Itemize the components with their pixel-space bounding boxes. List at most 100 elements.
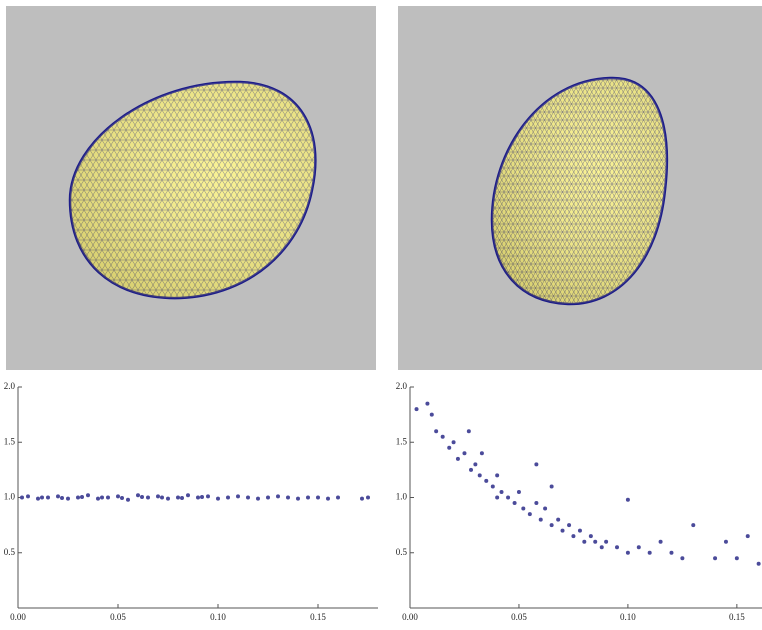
point xyxy=(146,496,150,500)
x-tick-label: 0.05 xyxy=(511,612,527,622)
point xyxy=(543,507,547,511)
point xyxy=(86,493,90,497)
point xyxy=(26,494,30,498)
point xyxy=(296,497,300,501)
point xyxy=(36,497,40,501)
point xyxy=(140,495,144,499)
x-tick-label: 0.15 xyxy=(310,612,326,622)
point xyxy=(447,446,451,450)
y-tick-label: 0.5 xyxy=(4,547,16,557)
render-right xyxy=(398,6,762,370)
point xyxy=(757,562,761,566)
point xyxy=(691,523,695,527)
point xyxy=(561,529,565,533)
point xyxy=(425,402,429,406)
point xyxy=(495,473,499,477)
point xyxy=(66,497,70,501)
y-tick-label: 1.5 xyxy=(396,436,408,446)
y-tick-label: 2.0 xyxy=(4,381,16,391)
point xyxy=(20,496,24,500)
point xyxy=(76,496,80,500)
point xyxy=(452,440,456,444)
point xyxy=(556,518,560,522)
point xyxy=(517,490,521,494)
y-tick-label: 1.0 xyxy=(4,492,16,502)
figure: 0.5 1.0 1.5 2.0 0.00 0.05 0.10 0.15 0.5 1.0 1.5 2.0… xyxy=(0,0,762,625)
point xyxy=(366,496,370,500)
x-tick-label: 0.00 xyxy=(402,612,418,622)
point xyxy=(326,497,330,501)
point xyxy=(467,429,471,433)
point xyxy=(550,484,554,488)
point xyxy=(539,518,543,522)
y-tick-label: 0.5 xyxy=(396,547,408,557)
point xyxy=(589,534,593,538)
point xyxy=(434,429,438,433)
point xyxy=(582,540,586,544)
point xyxy=(116,494,120,498)
point xyxy=(495,496,499,500)
point xyxy=(680,556,684,560)
point xyxy=(521,507,525,511)
point xyxy=(637,545,641,549)
point xyxy=(456,457,460,461)
point xyxy=(593,540,597,544)
point xyxy=(571,534,575,538)
y-tick-label: 1.0 xyxy=(396,492,408,502)
x-tick-label: 0.10 xyxy=(210,612,226,622)
point xyxy=(196,496,200,500)
point xyxy=(136,493,140,497)
point xyxy=(316,496,320,500)
point xyxy=(126,498,130,502)
point xyxy=(513,501,517,505)
point xyxy=(360,497,364,501)
point xyxy=(306,496,310,500)
point xyxy=(441,435,445,439)
point xyxy=(266,496,270,500)
point xyxy=(480,451,484,455)
point xyxy=(216,497,220,501)
point xyxy=(746,534,750,538)
point xyxy=(180,496,184,500)
point xyxy=(286,496,290,500)
point xyxy=(166,497,170,501)
point xyxy=(604,540,608,544)
point xyxy=(491,484,495,488)
point xyxy=(206,494,210,498)
point xyxy=(236,494,240,498)
point xyxy=(462,451,466,455)
x-tick-label: 0.05 xyxy=(110,612,126,622)
point xyxy=(276,494,280,498)
point xyxy=(40,496,44,500)
point xyxy=(534,501,538,505)
point xyxy=(120,496,124,500)
point xyxy=(60,496,64,500)
y-tick-label: 1.5 xyxy=(4,436,16,446)
point xyxy=(156,494,160,498)
point xyxy=(430,413,434,417)
point xyxy=(528,512,532,516)
point xyxy=(578,529,582,533)
y-tick-label: 2.0 xyxy=(396,381,408,391)
point xyxy=(415,407,419,411)
point xyxy=(500,490,504,494)
point xyxy=(256,497,260,501)
point xyxy=(735,556,739,560)
point xyxy=(626,498,630,502)
point xyxy=(478,473,482,477)
point xyxy=(600,545,604,549)
point xyxy=(626,551,630,555)
point xyxy=(46,496,50,500)
point xyxy=(200,495,204,499)
point xyxy=(659,540,663,544)
x-tick-label: 0.10 xyxy=(620,612,636,622)
point xyxy=(550,523,554,527)
point xyxy=(669,551,673,555)
point xyxy=(336,496,340,500)
point xyxy=(473,462,477,466)
point xyxy=(469,468,473,472)
point xyxy=(56,494,60,498)
point xyxy=(226,496,230,500)
